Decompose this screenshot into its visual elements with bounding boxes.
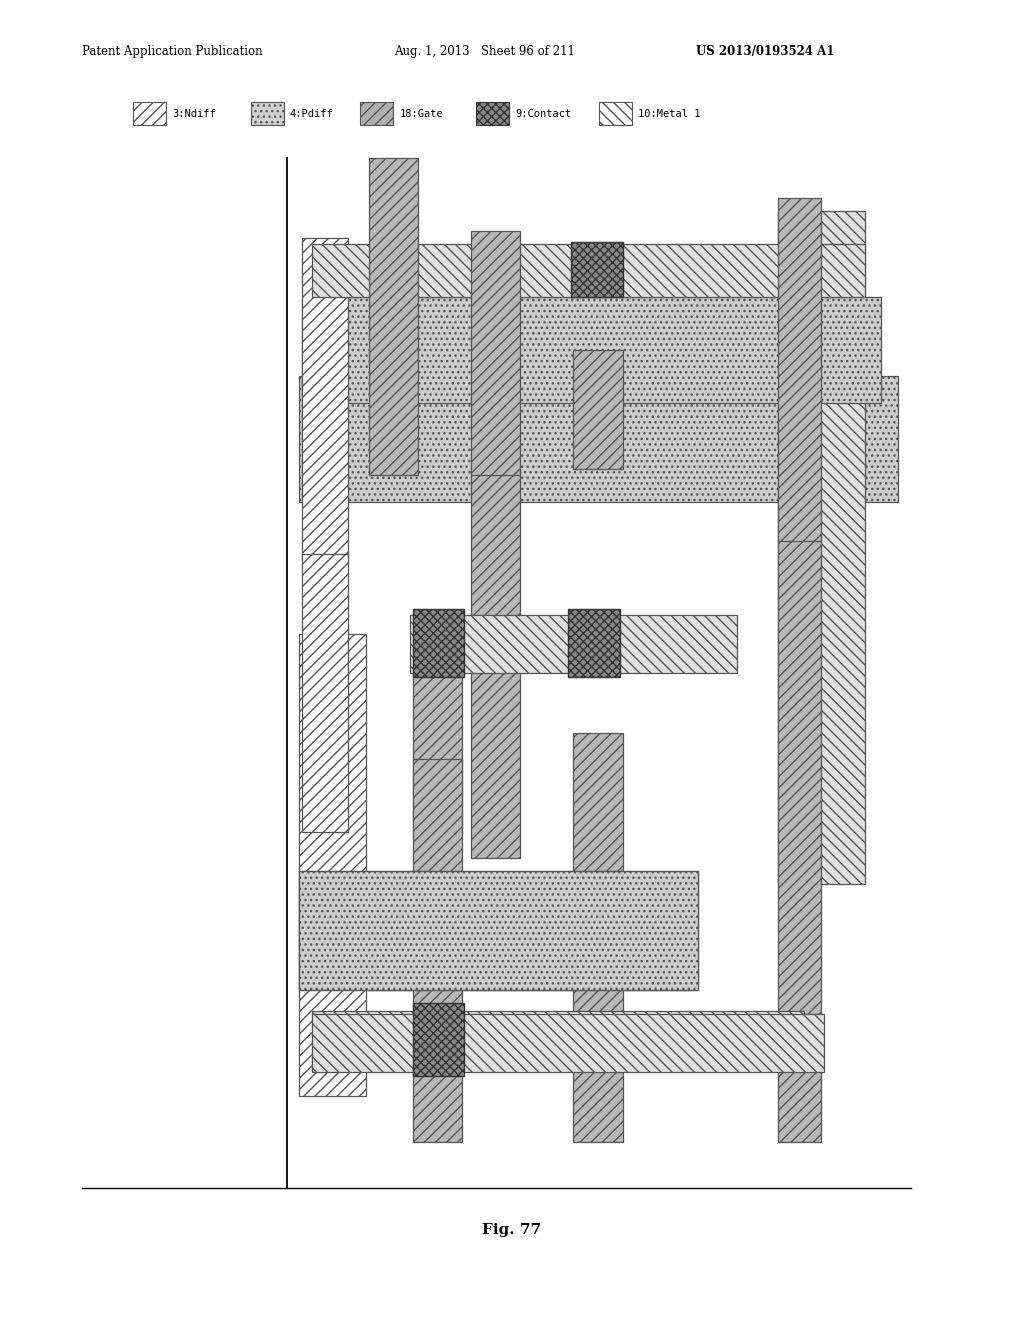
- Bar: [133, 102, 166, 125]
- Bar: [299, 376, 898, 502]
- Bar: [778, 535, 821, 1142]
- Bar: [251, 102, 284, 125]
- Bar: [369, 158, 418, 475]
- Text: 3:Ndiff: 3:Ndiff: [172, 108, 216, 119]
- Bar: [571, 242, 623, 297]
- Text: Aug. 1, 2013   Sheet 96 of 211: Aug. 1, 2013 Sheet 96 of 211: [394, 45, 575, 58]
- Text: Fig. 77: Fig. 77: [482, 1224, 542, 1237]
- Bar: [312, 1014, 824, 1072]
- Text: 9:Contact: 9:Contact: [515, 108, 571, 119]
- Bar: [302, 554, 348, 832]
- Text: 4:Pdiff: 4:Pdiff: [290, 108, 334, 119]
- Bar: [312, 244, 865, 297]
- Bar: [299, 871, 698, 990]
- Bar: [471, 231, 520, 475]
- Bar: [573, 350, 623, 469]
- Bar: [413, 663, 462, 834]
- Bar: [299, 871, 698, 990]
- Text: 10:Metal 1: 10:Metal 1: [638, 108, 700, 119]
- Bar: [302, 238, 348, 561]
- Bar: [299, 634, 366, 1096]
- Bar: [410, 615, 737, 673]
- Bar: [778, 211, 865, 884]
- Bar: [413, 609, 464, 677]
- Text: US 2013/0193524 A1: US 2013/0193524 A1: [696, 45, 835, 58]
- Bar: [413, 759, 462, 1142]
- Bar: [360, 102, 393, 125]
- Bar: [299, 878, 693, 990]
- Bar: [599, 102, 632, 125]
- Text: 18:Gate: 18:Gate: [399, 108, 443, 119]
- Bar: [413, 1003, 464, 1076]
- Text: Patent Application Publication: Patent Application Publication: [82, 45, 262, 58]
- Bar: [476, 102, 509, 125]
- Bar: [568, 609, 620, 677]
- Bar: [312, 1011, 804, 1069]
- Bar: [573, 733, 623, 1142]
- Bar: [778, 198, 821, 541]
- Bar: [471, 469, 520, 858]
- Bar: [302, 297, 881, 403]
